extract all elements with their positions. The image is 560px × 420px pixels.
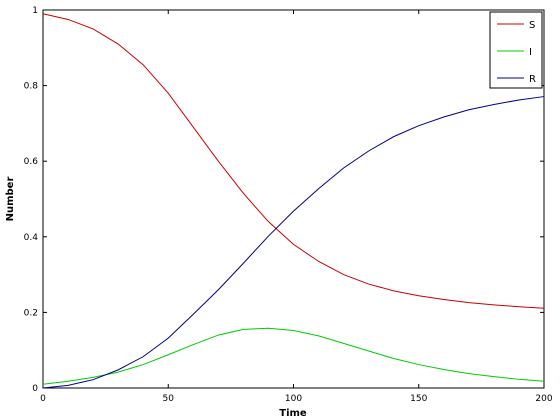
- x-tick-label: 150: [410, 394, 427, 404]
- y-tick-label: 0.2: [24, 308, 38, 318]
- y-tick-label: 0.6: [24, 157, 39, 167]
- legend-box: [489, 11, 543, 89]
- x-tick-label: 200: [535, 394, 552, 404]
- legend: S I R: [489, 11, 543, 89]
- legend-label-r: R: [529, 74, 536, 85]
- x-tick-label: 0: [40, 394, 46, 404]
- y-tick-label: 1: [32, 6, 38, 16]
- y-tick-label: 0.8: [24, 82, 39, 92]
- y-axis-label: Number: [5, 177, 16, 222]
- plot-area: [42, 9, 545, 389]
- x-axis-label: Time: [279, 408, 307, 419]
- legend-label-i: I: [529, 47, 532, 58]
- x-tick-label: 50: [163, 394, 175, 404]
- series-line-r: [42, 96, 545, 389]
- series-line-s: [42, 13, 545, 309]
- y-tick-label: 0: [32, 384, 38, 394]
- x-tick-label: 100: [285, 394, 302, 404]
- y-tick-label: 0.4: [24, 233, 39, 243]
- series-line-i: [42, 327, 545, 385]
- series-lines: [42, 13, 545, 389]
- legend-label-s: S: [529, 20, 535, 31]
